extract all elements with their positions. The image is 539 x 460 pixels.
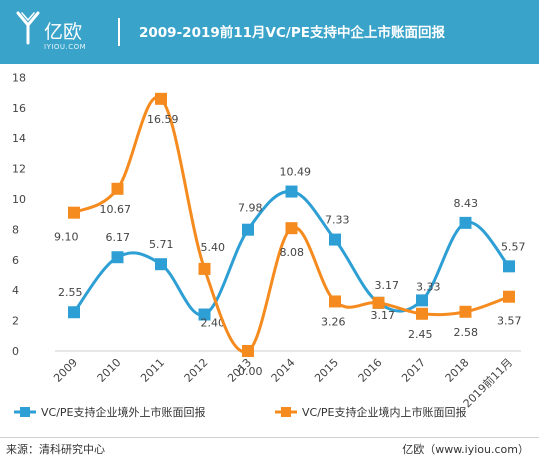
data-label: 3.26: [321, 315, 346, 328]
y-tick-label: 16: [12, 102, 26, 115]
y-tick-label: 6: [12, 254, 19, 267]
data-label: 0.00: [238, 365, 263, 378]
data-point: [155, 92, 167, 105]
data-label: 6.17: [106, 231, 131, 244]
data-label: 5.71: [149, 238, 174, 251]
y-tick-label: 0: [12, 345, 19, 358]
y-tick-label: 14: [12, 132, 26, 145]
data-label: 2.40: [201, 317, 226, 330]
chart-title: 2009-2019前11月VC/PE支持中企上市账面回报: [139, 25, 445, 41]
legend-label: VC/PE支持企业境内上市账面回报: [302, 405, 467, 419]
data-label: 5.57: [501, 240, 526, 253]
data-point: [111, 251, 124, 264]
data-point: [503, 260, 515, 273]
credit-note: 亿欧（www.iyiou.com）: [402, 443, 529, 456]
data-label: 2.58: [454, 326, 479, 339]
data-point: [416, 294, 428, 307]
data-label: 3.57: [497, 315, 522, 328]
legend-swatch-marker: [281, 407, 291, 417]
data-label: 10.49: [280, 166, 312, 179]
data-point: [68, 306, 80, 319]
header-banner: 亿欧 IYIOU.COM 2009-2019前11月VC/PE支持中企上市账面回…: [0, 0, 539, 64]
x-tick-label: 2016: [356, 356, 385, 385]
x-tick-label: 2018: [443, 356, 472, 385]
data-point: [416, 307, 428, 320]
x-tick-label: 2011: [138, 356, 167, 385]
data-point: [111, 182, 124, 195]
data-label: 7.98: [238, 202, 263, 215]
data-point: [329, 295, 341, 308]
data-point: [459, 216, 472, 229]
data-label: 7.33: [325, 214, 350, 227]
data-point: [285, 185, 298, 198]
y-tick-label: 4: [12, 284, 19, 297]
data-point: [68, 206, 80, 219]
brand-logo: 亿欧 IYIOU.COM: [10, 7, 100, 57]
data-label: 8.43: [454, 197, 479, 210]
y-tick-label: 8: [12, 223, 19, 236]
x-tick-label: 2010: [95, 356, 124, 385]
data-point: [198, 308, 211, 321]
data-label: 2.55: [58, 286, 83, 299]
footer-divider: [0, 437, 539, 438]
data-point: [198, 262, 211, 275]
brand-subtitle: IYIOU.COM: [44, 43, 87, 51]
logo-icon: [16, 11, 40, 45]
x-tick-label: 2012: [182, 356, 211, 385]
data-label: 16.59: [147, 113, 179, 126]
legend-label: VC/PE支持企业境外上市账面回报: [41, 405, 206, 419]
brand-name: 亿欧: [44, 21, 83, 43]
x-tick-label: 2009: [51, 356, 80, 385]
x-tick-label: 2017: [399, 356, 428, 385]
data-point: [372, 296, 385, 309]
data-point: [242, 223, 254, 236]
data-label: 2.45: [408, 328, 433, 341]
data-label: 3.17: [375, 279, 400, 292]
data-point: [459, 305, 472, 318]
y-tick-label: 10: [12, 193, 26, 206]
data-point: [242, 345, 254, 357]
data-label: 9.10: [54, 231, 79, 244]
data-point: [329, 233, 341, 246]
y-tick-label: 2: [12, 315, 19, 328]
data-label: 3.17: [371, 309, 396, 322]
data-label: 3.33: [416, 280, 441, 293]
legend-swatch-marker: [20, 407, 30, 417]
data-label: 5.40: [201, 241, 226, 254]
data-point: [285, 222, 298, 235]
header-divider: [118, 18, 120, 46]
source-note: 来源：清科研究中心: [6, 443, 105, 456]
x-tick-label: 2015: [312, 356, 341, 385]
y-tick-label: 18: [12, 71, 26, 84]
data-point: [155, 258, 167, 271]
data-point: [503, 290, 515, 303]
y-tick-label: 12: [12, 163, 26, 176]
data-label: 10.67: [100, 203, 132, 216]
data-label: 8.08: [280, 246, 305, 259]
x-tick-label: 2014: [269, 356, 298, 385]
